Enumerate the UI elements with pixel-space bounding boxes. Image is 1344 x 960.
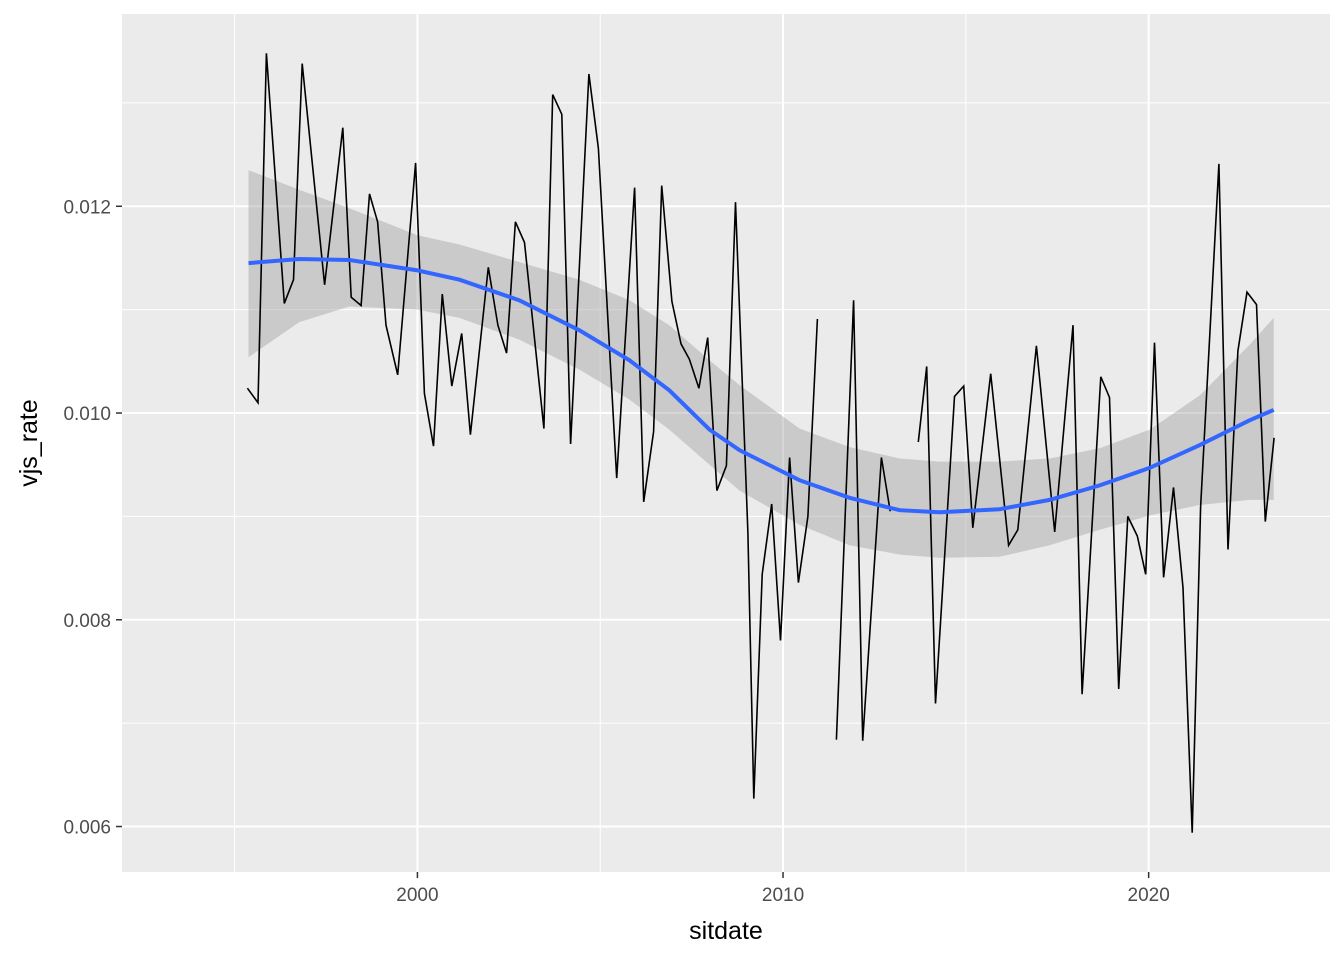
smooth-trend-line bbox=[248, 256, 1275, 515]
y-axis-title: vjs_rate bbox=[15, 399, 43, 487]
y-axis-ticks: 0.006 0.008 0.010 0.012 bbox=[63, 197, 122, 839]
y-tick-label: 0.010 bbox=[63, 404, 111, 425]
y-tick-label: 0.006 bbox=[63, 818, 111, 839]
x-axis-title: sitdate bbox=[689, 917, 763, 945]
major-gridlines bbox=[122, 14, 1330, 872]
confidence-band bbox=[248, 170, 1274, 558]
vjs-rate-line bbox=[246, 53, 1275, 833]
x-tick-label: 2020 bbox=[1128, 885, 1170, 906]
x-tick-label: 2010 bbox=[762, 885, 804, 906]
minor-gridlines bbox=[122, 14, 1330, 872]
y-tick-label: 0.012 bbox=[63, 197, 111, 218]
y-tick-label: 0.008 bbox=[63, 611, 111, 632]
x-axis-ticks: 2000 2010 2020 bbox=[396, 872, 1170, 906]
x-tick-label: 2000 bbox=[396, 885, 438, 906]
